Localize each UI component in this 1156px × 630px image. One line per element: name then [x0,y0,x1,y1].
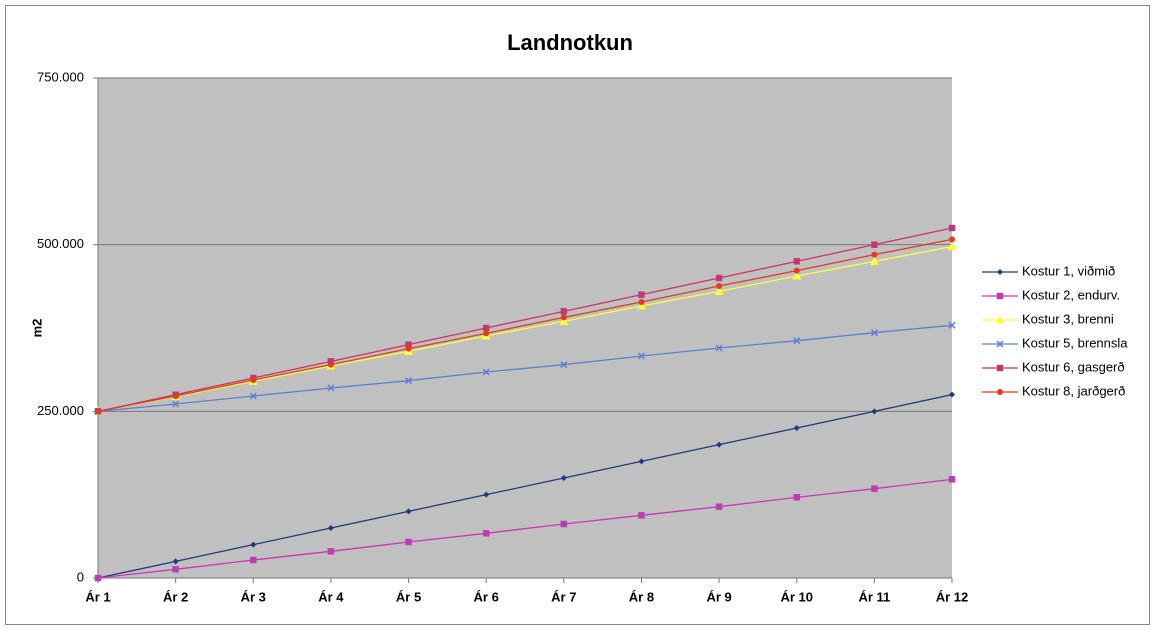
series-line [97,324,953,412]
x-tick-label: Ár 8 [629,589,654,604]
y-tick-label: 750.000 [37,69,84,84]
marker [250,556,257,564]
marker [714,286,724,295]
marker [793,494,800,501]
marker [715,344,723,352]
marker [483,491,490,498]
marker [327,548,335,555]
marker [482,368,490,376]
marker [327,384,335,392]
legend-label: Kostur 5, brennsla [1022,335,1128,350]
marker [638,291,645,298]
marker [715,274,723,282]
marker [638,458,645,465]
marker [560,361,568,369]
legend-label: Kostur 8, jarðgerð [1022,383,1125,398]
marker [637,352,645,360]
marker [172,393,179,399]
marker [250,541,257,548]
marker [947,242,957,251]
legend-label: Kostur 2, endurv. [1022,287,1120,302]
marker [793,258,800,265]
marker [172,558,179,565]
series-line [97,238,953,412]
series-line [97,478,953,579]
marker [793,425,800,431]
y-tick-label: 0 [77,569,84,584]
marker [172,400,180,408]
chart-title: Landnotkun [507,30,633,55]
series-line [97,394,953,579]
marker [636,301,646,310]
legend-marker [997,389,1003,395]
marker [560,308,568,315]
x-tick-label: Ár 1 [85,589,110,604]
marker [871,241,878,248]
x-tick-label: Ár 6 [474,589,499,604]
marker [94,574,102,582]
marker [793,267,800,274]
marker [95,408,101,415]
marker [405,377,413,385]
legend-marker [996,364,1004,372]
legend-marker [995,315,1005,324]
marker [405,508,412,515]
legend-marker [996,340,1004,348]
marker [560,520,568,528]
marker [638,512,645,519]
marker [560,475,567,481]
marker [948,476,956,483]
marker [250,377,257,383]
marker [405,538,412,546]
marker [948,321,956,329]
y-axis-label: m2 [29,319,44,338]
series [94,476,956,582]
marker [638,299,645,305]
marker [482,530,490,537]
x-tick-label: Ár 3 [241,589,266,604]
marker [792,271,802,280]
plot-area [98,78,952,578]
marker [949,236,955,243]
x-tick-label: Ár 12 [936,589,969,604]
marker [560,314,567,321]
x-tick-label: Ár 5 [396,589,421,604]
marker [716,283,723,289]
marker [172,566,179,573]
y-tick-label: 250.000 [37,403,84,418]
x-tick-label: Ár 11 [858,589,890,604]
marker [716,441,723,448]
x-tick-label: Ár 7 [551,589,576,604]
legend-label: Kostur 3, brenni [1022,311,1114,326]
marker [871,485,878,492]
marker [793,337,801,345]
x-tick-label: Ár 9 [706,589,731,604]
marker [249,392,257,400]
marker [869,256,879,265]
y-tick-label: 500.000 [37,236,84,251]
marker [482,324,490,332]
marker [327,361,334,368]
series-line [97,227,953,412]
marker [949,391,955,398]
marker [871,251,878,258]
marker [327,525,334,531]
x-tick-label: Ár 4 [318,589,344,604]
marker [871,408,878,415]
series-line [97,246,953,412]
legend-marker [996,292,1004,300]
marker [870,329,878,337]
marker [948,224,956,232]
marker [405,345,412,352]
marker [483,330,490,337]
x-tick-label: Ár 2 [163,589,188,604]
marker [715,503,723,510]
legend-label: Kostur 1, viðmið [1022,263,1115,278]
marker [559,316,569,325]
x-tick-label: Ár 10 [780,589,813,604]
legend-marker [997,269,1003,275]
legend-label: Kostur 6, gasgerð [1022,359,1125,374]
series [95,236,955,415]
